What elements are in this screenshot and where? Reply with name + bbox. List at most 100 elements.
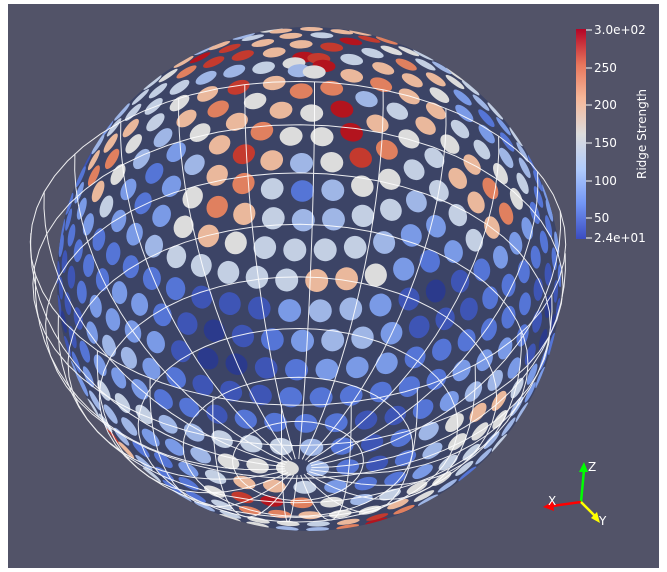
surface-patch — [521, 217, 533, 240]
surface-patch — [143, 75, 162, 90]
surface-patch — [294, 413, 318, 433]
surface-patch — [320, 152, 344, 173]
surface-patch — [336, 524, 360, 530]
wireframe-parallel — [45, 172, 551, 479]
surface-patch — [289, 83, 313, 99]
surface-patch — [308, 299, 332, 323]
surface-patch — [516, 142, 529, 163]
surface-patch — [444, 240, 463, 264]
surface-patch — [233, 202, 256, 226]
surface-patch — [524, 382, 536, 403]
surface-patch — [417, 494, 439, 506]
surface-patch — [361, 47, 384, 59]
surface-patch — [320, 42, 344, 52]
wireframe-parallel — [29, 80, 567, 406]
surface-patch — [425, 102, 446, 120]
surface-patch — [87, 165, 100, 187]
surface-patch — [114, 103, 130, 121]
surface-patch — [231, 50, 254, 61]
x-axis-label: X — [548, 494, 556, 508]
surface-patch — [158, 68, 178, 83]
surface-patch — [364, 263, 387, 287]
surface-patch — [373, 231, 396, 254]
surface-patch — [415, 116, 436, 135]
surface-patch — [483, 431, 500, 449]
surface-patch — [76, 280, 87, 304]
surface-patch — [176, 109, 197, 128]
colorbar-title: Ridge Strength — [635, 89, 649, 179]
surface-patch — [346, 356, 369, 379]
3d-scene[interactable]: 3.0e+02 250 200 150 100 50 2.4e+01 Ridge… — [8, 4, 659, 568]
surface-patch — [320, 80, 344, 96]
colorbar-tick-label: 200 — [594, 98, 617, 112]
surface-patch — [487, 102, 504, 120]
surface-patch — [291, 208, 315, 232]
surface-patch — [142, 267, 161, 290]
surface-patch — [379, 488, 401, 501]
surface-patch — [77, 375, 89, 397]
surface-patch — [253, 236, 277, 260]
surface-patch — [82, 366, 94, 388]
surface-patch — [365, 517, 388, 525]
surface-patch — [248, 296, 271, 320]
surface-patch — [519, 292, 531, 316]
surface-patch — [91, 180, 105, 203]
surface-patch — [211, 499, 233, 510]
surface-patch — [310, 32, 334, 39]
surface-patch — [185, 490, 206, 503]
surface-patch — [122, 118, 139, 138]
surface-patch — [206, 195, 228, 218]
surface-patch — [134, 192, 152, 215]
surface-patch — [425, 72, 446, 87]
surface-patch — [448, 167, 468, 189]
surface-patch — [260, 150, 284, 171]
surface-patch — [482, 286, 499, 310]
surface-patch — [310, 127, 334, 147]
surface-patch — [398, 129, 420, 149]
surface-patch — [142, 357, 161, 380]
surface-patch — [437, 479, 457, 493]
surface-patch — [218, 43, 241, 54]
surface-patch — [426, 214, 446, 238]
surface-patch — [401, 73, 423, 88]
surface-patch — [110, 164, 126, 185]
surface-patch — [67, 265, 76, 289]
wireframe-parallel — [137, 327, 459, 523]
surface-patch — [390, 429, 412, 447]
render-viewport[interactable]: 3.0e+02 250 200 150 100 50 2.4e+01 Ridge… — [8, 4, 659, 568]
colorbar-tick-label: 100 — [594, 174, 617, 188]
surface-patch — [243, 92, 267, 110]
surface-patch — [177, 312, 198, 335]
surface-patch — [458, 466, 477, 482]
surface-patch — [548, 332, 556, 356]
surface-patch — [153, 128, 173, 148]
surface-patch — [83, 254, 95, 277]
surface-patch — [227, 79, 250, 95]
surface-patch — [480, 318, 497, 341]
surface-patch — [190, 254, 212, 277]
surface-patch — [58, 276, 64, 300]
colorbar-tick-label: 50 — [594, 211, 609, 225]
surface-patch — [384, 471, 406, 486]
surface-patch — [532, 310, 543, 333]
surface-patch — [262, 75, 286, 91]
surface-patch — [206, 164, 228, 186]
surface-patch — [535, 366, 546, 389]
y-axis-line — [580, 501, 596, 517]
z-axis-line — [579, 469, 586, 503]
surface-patch — [354, 410, 378, 430]
surface-patch — [538, 328, 548, 352]
surface-patch — [74, 181, 84, 204]
surface-patch — [189, 52, 211, 64]
surface-patch — [197, 224, 220, 248]
surface-patch — [387, 499, 409, 510]
surface-patch — [358, 35, 381, 43]
surface-patch — [99, 195, 114, 218]
surface-patch — [324, 479, 348, 494]
surface-patch — [233, 475, 256, 490]
surface-patch — [103, 404, 118, 424]
surface-patch — [493, 245, 508, 269]
surface-patch — [124, 103, 142, 121]
surface-patch — [509, 231, 523, 255]
surface-patch — [366, 513, 389, 521]
